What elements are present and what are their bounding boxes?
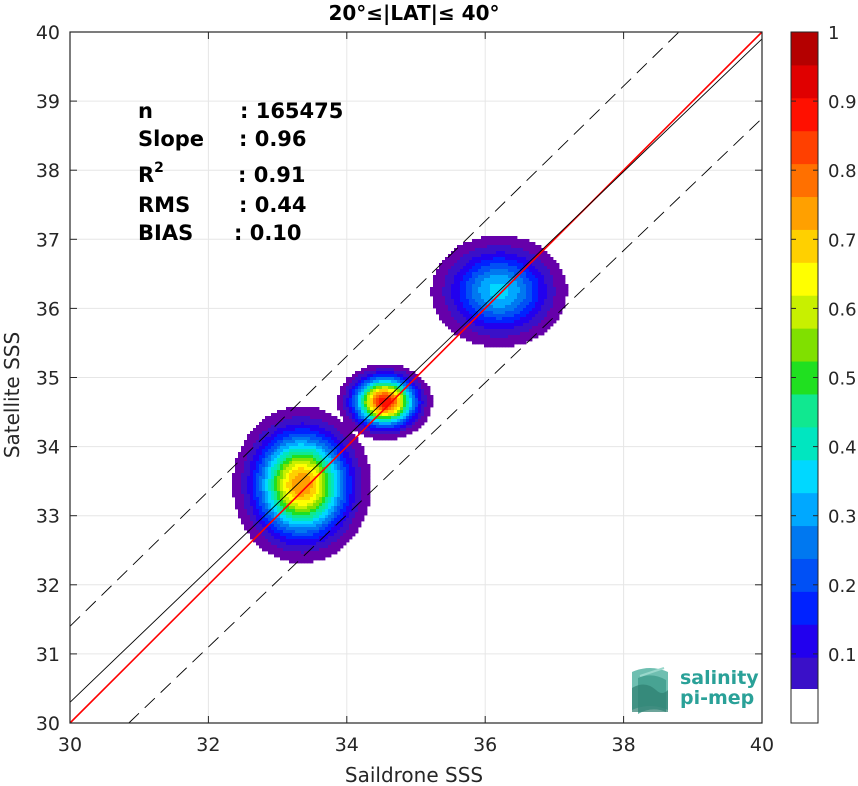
- upper-bound-line: [69, 31, 680, 627]
- colorbar: 0.1 0.2 0.3 0.4 0.5 0.6 0.7 0.8 0.9 1: [790, 23, 857, 724]
- x-tick-label: 30: [58, 734, 82, 756]
- y-axis-ticks: 30 31 32 33 34 35 36 37 38 39 40: [36, 22, 762, 735]
- y-tick-label: 40: [36, 22, 60, 44]
- x-axis-label: Saildrone SSS: [345, 763, 483, 786]
- colorbar-segment: [791, 64, 818, 99]
- colorbar-segment: [791, 130, 818, 165]
- y-tick-label: 36: [36, 298, 60, 320]
- stat-label: n: [138, 99, 153, 123]
- colorbar-segment: [791, 492, 818, 527]
- x-tick-label: 38: [612, 734, 636, 756]
- colorbar-tick-label: 0.7: [828, 230, 857, 251]
- colorbar-tick-label: 0.5: [828, 369, 857, 390]
- colorbar-segment: [791, 97, 818, 132]
- y-tick-label: 33: [36, 506, 60, 528]
- stat-value: : 0.10: [234, 221, 302, 245]
- colorbar-tick-label: 0.3: [828, 507, 857, 528]
- chart-title: 20°≤|LAT|≤ 40°: [328, 1, 499, 25]
- x-tick-label: 34: [335, 734, 359, 756]
- colorbar-segment: [791, 426, 818, 461]
- colorbar-tick-label: 0.9: [828, 92, 857, 113]
- stat-value: : 165475: [240, 99, 343, 123]
- colorbar-segment: [791, 393, 818, 428]
- x-tick-label: 32: [196, 734, 220, 756]
- colorbar-segment: [791, 328, 818, 362]
- y-tick-label: 38: [36, 160, 60, 182]
- stat-value: : 0.91: [238, 163, 306, 187]
- stat-label: RMS: [138, 193, 190, 217]
- stat-value: : 0.44: [239, 193, 307, 217]
- colorbar-segment: [791, 657, 818, 691]
- colorbar-tick-label: 0.4: [828, 438, 857, 459]
- y-tick-label: 35: [36, 368, 60, 390]
- colorbar-segment: [791, 32, 818, 66]
- colorbar-tick-label: 0.8: [828, 161, 857, 182]
- y-tick-label: 30: [36, 713, 60, 735]
- identity-line: [69, 31, 763, 724]
- stat-label: Slope: [138, 127, 204, 151]
- x-tick-label: 40: [750, 734, 774, 756]
- regression-line: [69, 38, 763, 703]
- colorbar-segment: [791, 229, 818, 263]
- stat-label: BIAS: [138, 221, 193, 245]
- y-tick-label: 32: [36, 575, 60, 597]
- logo-wave-icon: [632, 667, 668, 714]
- colorbar-tick-label: 0.1: [828, 645, 857, 666]
- colorbar-tick-label: 0.2: [828, 576, 857, 597]
- y-tick-label: 31: [36, 644, 60, 666]
- colorbar-segment: [791, 459, 818, 494]
- colorbar-tick-label: 0.6: [828, 299, 857, 320]
- colorbar-segment: [791, 624, 818, 658]
- y-tick-label: 39: [36, 91, 60, 113]
- colorbar-segment: [791, 262, 818, 296]
- y-axis-label: Satellite SSS: [0, 332, 24, 458]
- salinity-pi-mep-logo: salinity pi-mep: [632, 667, 759, 714]
- colorbar-segment: [791, 196, 818, 230]
- y-tick-label: 37: [36, 229, 60, 251]
- x-tick-label: 36: [473, 734, 497, 756]
- lower-bound-line: [128, 118, 763, 724]
- reference-lines: [69, 31, 763, 724]
- colorbar-segment: [791, 163, 818, 198]
- y-tick-label: 34: [36, 437, 60, 459]
- logo-text-line2: pi-mep: [680, 687, 754, 709]
- stat-value: : 0.96: [239, 127, 307, 151]
- colorbar-tick-label: 1: [828, 23, 839, 44]
- x-axis-ticks: 30 32 34 36 38 40: [58, 32, 774, 756]
- colorbar-segment: [791, 558, 818, 592]
- density-contours: [232, 236, 569, 564]
- colorbar-segment: [791, 295, 818, 329]
- colorbar-segment: [791, 591, 818, 625]
- colorbar-segment: [791, 525, 818, 559]
- logo-text-line1: salinity: [680, 667, 759, 689]
